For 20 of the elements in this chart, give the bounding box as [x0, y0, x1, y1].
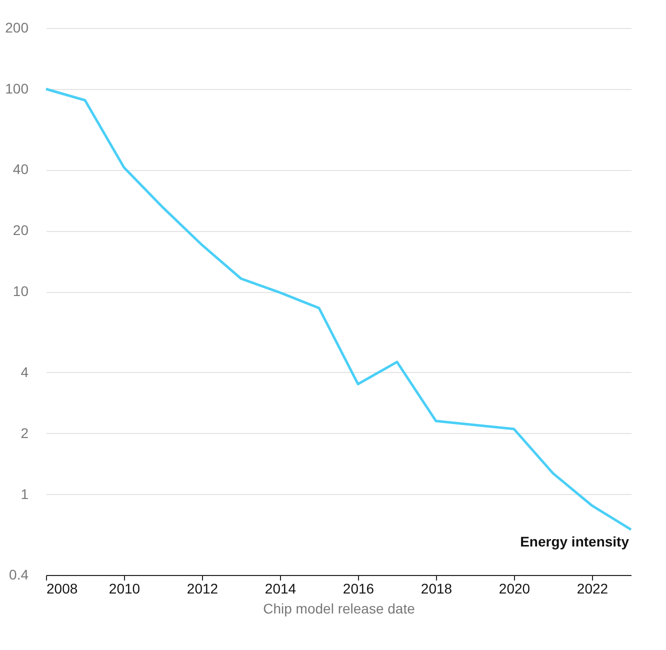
x-axis-title: Chip model release date [263, 600, 416, 616]
line-series [44, 88, 632, 531]
x-tick-label: 2018 [420, 580, 452, 596]
y-tick-label: 1 [20, 486, 29, 502]
y-tick-label: 4 [20, 364, 29, 380]
x-tick-label: 2010 [108, 580, 140, 596]
y-tick-label: 2 [20, 424, 29, 441]
x-tick-label: 2008 [46, 580, 78, 596]
y-tick-label: 40 [12, 161, 29, 178]
y-tick-label: 0.4 [9, 566, 29, 582]
x-tick-label: 2014 [264, 580, 296, 596]
y-tick-label: 200 [5, 20, 29, 36]
y-tick-label: 100 [5, 80, 29, 97]
y-tick-label: 20 [12, 222, 29, 238]
series-label: Energy intensity [520, 534, 630, 550]
x-tick-label: 2016 [342, 580, 374, 596]
x-tick-label: 2022 [576, 580, 608, 596]
y-tick-label: 10 [12, 283, 29, 300]
x-tick-label: 2020 [498, 580, 530, 596]
x-tick-label: 2012 [186, 580, 218, 596]
